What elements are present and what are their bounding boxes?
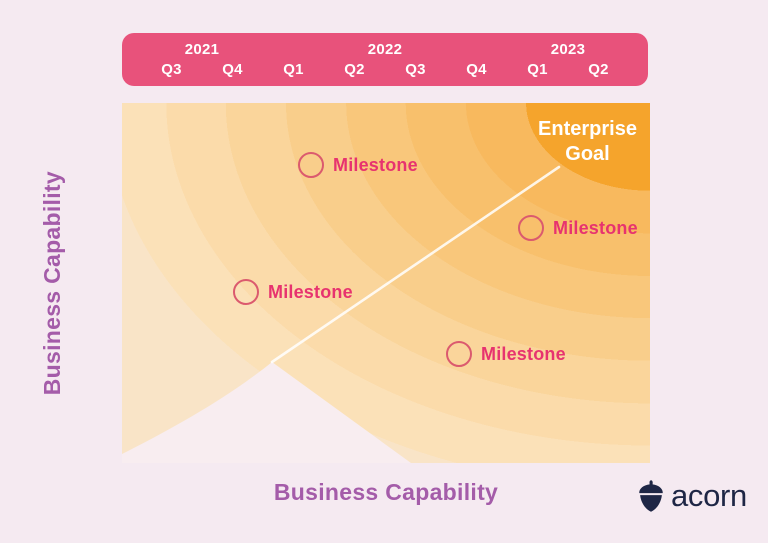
quarter-label: Q1 (527, 61, 548, 78)
timeline-quarters-row: Q3 Q4 Q1 Q2 Q3 Q4 Q1 Q2 (141, 58, 629, 78)
year-label-2022: 2022 (367, 41, 403, 58)
y-axis-label: Business Capability (38, 170, 65, 396)
quarter-label: Q2 (588, 61, 609, 78)
quarter-label: Q4 (466, 61, 487, 78)
unfilled-wedge (122, 362, 411, 463)
milestone-label: Milestone (553, 217, 638, 238)
milestone-circle-icon (233, 279, 259, 305)
path-overlay (122, 165, 561, 463)
timeline-years-row: 2021 2022 2023 (141, 42, 629, 58)
milestone-item: Milestone (518, 215, 638, 241)
milestone-item: Milestone (446, 341, 566, 367)
capability-roadmap-chart: Enterprise Goal Milestone Milestone Mile… (122, 103, 650, 463)
milestone-label: Milestone (333, 154, 418, 175)
timeline-header: 2021 2022 2023 Q3 Q4 Q1 Q2 Q3 Q4 Q1 Q2 (122, 33, 648, 86)
milestone-item: Milestone (298, 152, 418, 178)
quarter-label: Q4 (222, 61, 243, 78)
brand-logo: acorn (638, 479, 747, 512)
year-label-2023: 2023 (550, 41, 586, 58)
x-axis-label: Business Capability (273, 479, 499, 505)
milestone-label: Milestone (481, 343, 566, 364)
milestone-label: Milestone (268, 281, 353, 302)
brand-name: acorn (670, 478, 747, 513)
y-axis-label-wrap: Business Capability (14, 103, 90, 463)
milestone-circle-icon (518, 215, 544, 241)
milestone-item: Milestone (233, 279, 353, 305)
quarter-label: Q3 (161, 61, 182, 78)
milestone-circle-icon (298, 152, 324, 178)
trajectory-line (270, 165, 561, 364)
milestone-circle-icon (446, 341, 472, 367)
quarter-label: Q2 (344, 61, 365, 78)
year-label-2021: 2021 (184, 41, 220, 58)
acorn-icon (639, 479, 663, 512)
quarter-label: Q3 (405, 61, 426, 78)
quarter-label: Q1 (283, 61, 304, 78)
enterprise-goal-label: Enterprise Goal (538, 118, 637, 165)
